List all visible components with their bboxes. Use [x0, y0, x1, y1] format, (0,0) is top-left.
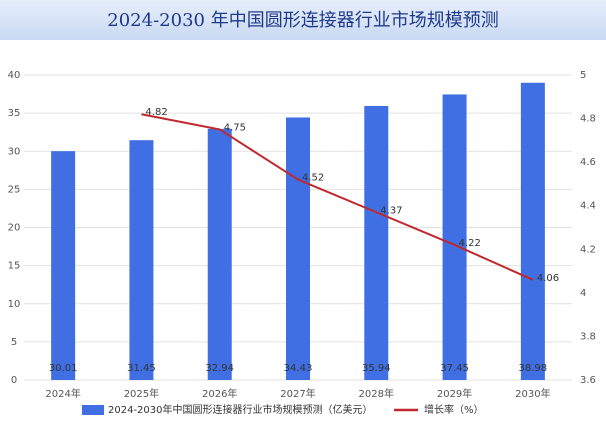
x-tick-label: 2029年: [437, 387, 472, 400]
y2-tick-label: 4.4: [580, 201, 596, 212]
line-value-label: 4.22: [459, 238, 481, 249]
line-value-label: 4.52: [302, 173, 324, 184]
line-value-label: 4.75: [224, 122, 246, 133]
y-tick-label: 40: [8, 70, 21, 81]
line-value-label: 4.82: [145, 107, 167, 118]
y-tick-label: 5: [11, 337, 17, 348]
x-tick-label: 2030年: [515, 387, 550, 400]
line-value-label: 4.37: [380, 205, 402, 216]
bar: [129, 140, 154, 380]
y2-tick-label: 4.6: [580, 157, 596, 168]
bar-value-label: 31.45: [127, 363, 156, 374]
chart-title: 2024-2030 年中国圆形连接器行业市场规模预测: [107, 10, 498, 31]
y-tick-label: 35: [8, 108, 21, 119]
growth-line: [141, 113, 534, 281]
y2-tick-label: 3.6: [580, 375, 596, 386]
y-tick-label: 15: [8, 261, 21, 272]
y2-tick-label: 5: [580, 70, 586, 81]
x-tick-label: 2026年: [202, 387, 237, 400]
bar: [442, 94, 467, 380]
bar: [51, 151, 76, 380]
y-tick-label: 0: [11, 375, 17, 386]
y2-tick-label: 4: [580, 288, 586, 299]
bar: [286, 117, 310, 380]
y2-tick-label: 3.8: [580, 331, 596, 342]
y2-tick-label: 4.2: [580, 244, 596, 255]
y-tick-label: 20: [8, 223, 21, 234]
x-tick-label: 2027年: [280, 387, 315, 400]
x-tick-label: 2028年: [359, 387, 394, 400]
line-value-label: 4.06: [537, 273, 559, 284]
legend-label: 增长率（%）: [424, 403, 484, 416]
legend-swatch: [82, 405, 104, 415]
title-band: [0, 0, 606, 40]
bar: [207, 128, 232, 380]
bar-value-label: 37.45: [440, 363, 469, 374]
y-tick-label: 25: [8, 184, 21, 195]
bar-value-label: 38.98: [519, 363, 548, 374]
x-tick-label: 2024年: [45, 387, 80, 400]
y2-tick-label: 4.8: [580, 114, 596, 125]
legend-label: 2024-2030年中国圆形连接器行业市场规模预测（亿美元）: [108, 403, 373, 416]
bar: [520, 82, 545, 380]
bar-value-label: 30.01: [49, 363, 78, 374]
bar-value-label: 35.94: [362, 363, 391, 374]
y-tick-label: 30: [8, 146, 21, 157]
y-tick-label: 10: [8, 299, 21, 310]
bar-value-label: 34.43: [284, 363, 313, 374]
bar: [364, 105, 389, 381]
bar-value-label: 32.94: [205, 363, 234, 374]
x-tick-label: 2025年: [124, 387, 159, 400]
